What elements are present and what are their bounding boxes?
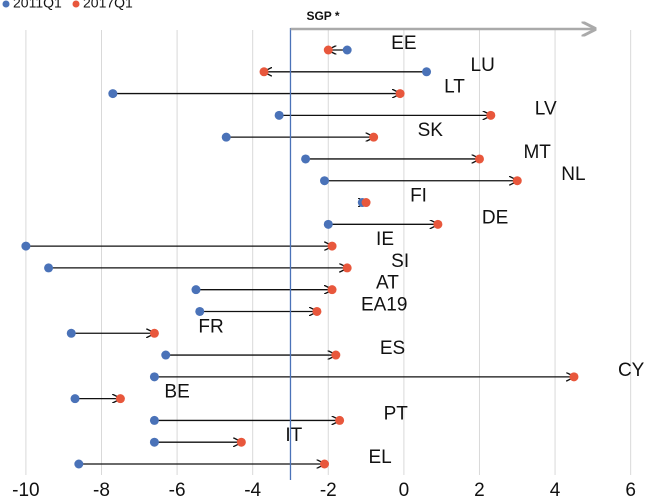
category-label: PT: [384, 403, 409, 424]
category-label: DE: [482, 207, 508, 228]
end-dot: [320, 459, 329, 469]
category-label: ES: [380, 338, 405, 359]
end-dot: [369, 132, 379, 142]
category-label: AT: [376, 273, 399, 294]
end-dot: [474, 154, 484, 164]
x-tick-label: -10: [12, 480, 39, 501]
category-label: BE: [164, 382, 189, 403]
start-dot: [66, 328, 76, 338]
start-dot: [70, 394, 80, 404]
category-label: EA19: [361, 294, 407, 315]
end-dot: [569, 372, 579, 382]
x-tick-label: 4: [550, 480, 561, 501]
start-dot: [191, 285, 201, 295]
x-tick-label: 0: [399, 480, 410, 501]
start-dot: [44, 263, 54, 273]
category-label: LV: [535, 98, 557, 119]
category-label: IE: [376, 229, 394, 250]
category-label: FI: [410, 186, 427, 207]
start-dot: [21, 241, 31, 251]
category-label: IT: [285, 425, 302, 446]
x-tick-label: -4: [244, 480, 261, 501]
category-label: EL: [369, 447, 392, 468]
x-tick-label: -2: [320, 480, 337, 501]
x-tick-label: 2: [474, 480, 485, 501]
start-dot: [422, 67, 432, 77]
end-dot: [395, 89, 405, 99]
category-label: CY: [618, 360, 645, 381]
end-dot: [327, 285, 337, 295]
end-dot: [327, 241, 337, 251]
start-dot: [149, 415, 159, 425]
end-dot: [259, 67, 269, 77]
end-dot: [433, 219, 443, 229]
end-dot: [342, 263, 352, 273]
legend-marker: [72, 0, 80, 8]
category-label: EE: [391, 33, 416, 54]
end-dot: [115, 394, 125, 404]
x-tick-label: -8: [93, 480, 110, 501]
start-dot: [149, 372, 159, 382]
category-label: MT: [523, 142, 551, 163]
end-dot: [335, 415, 345, 425]
end-dot: [236, 437, 246, 447]
x-tick-label: -6: [169, 480, 186, 501]
legend-label: 2011Q1: [13, 0, 62, 11]
end-dot: [149, 328, 159, 338]
reference-label: SGP *: [306, 9, 339, 23]
start-dot: [320, 176, 329, 186]
end-dot: [312, 306, 322, 316]
category-label: LU: [471, 55, 495, 76]
start-dot: [108, 89, 118, 99]
category-label: LT: [444, 77, 465, 98]
start-dot: [195, 306, 205, 316]
legend-label: 2017Q1: [83, 0, 133, 11]
grid: [25, 30, 632, 475]
start-dot: [301, 154, 311, 164]
start-dot: [323, 219, 333, 229]
category-label: SI: [391, 251, 409, 272]
legend-marker: [2, 0, 10, 8]
end-dot: [486, 110, 496, 120]
category-label: SK: [418, 120, 444, 141]
end-dot: [361, 198, 371, 208]
end-dot: [512, 176, 522, 186]
end-dot: [331, 350, 341, 360]
x-tick-label: 6: [625, 480, 636, 501]
start-dot: [221, 132, 231, 142]
start-dot: [342, 45, 352, 55]
category-label: NL: [561, 164, 585, 185]
end-dot: [323, 45, 333, 55]
start-dot: [274, 110, 284, 120]
category-label: FR: [198, 316, 223, 337]
start-dot: [74, 459, 84, 469]
start-dot: [149, 437, 159, 447]
start-dot: [161, 350, 171, 360]
